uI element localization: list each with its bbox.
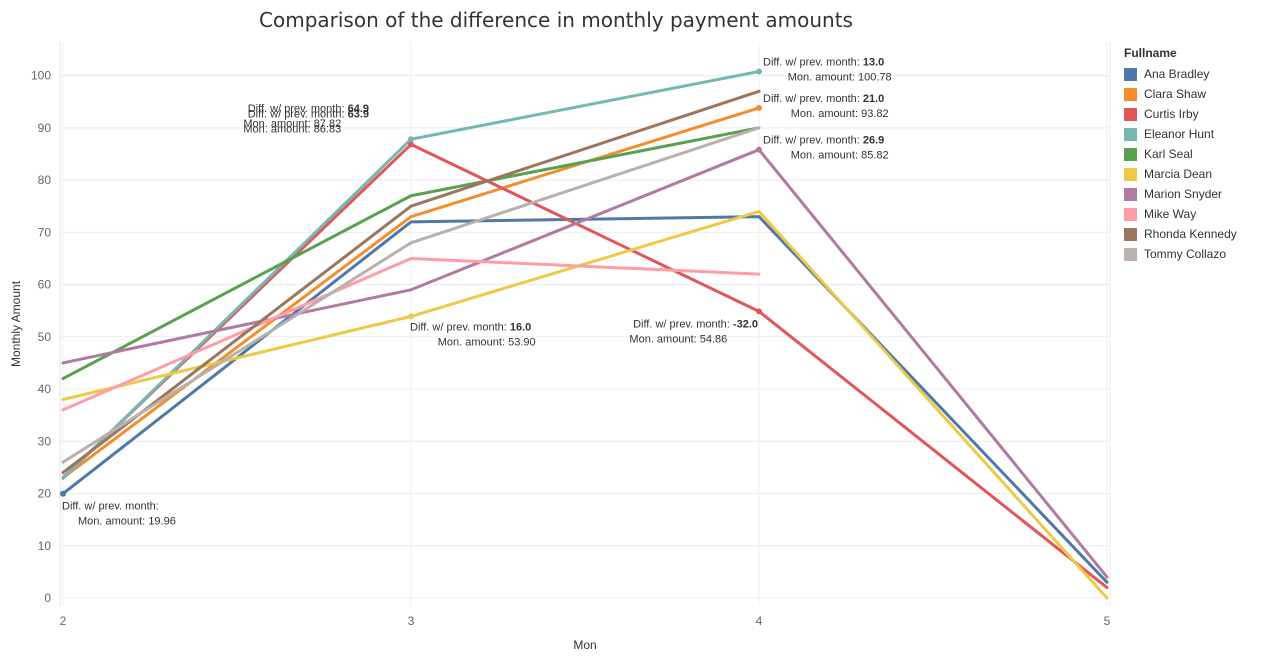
x-tick-label: 2 bbox=[60, 614, 67, 628]
tick-labels: 0 10 20 30 40 50 60 70 80 90 100 2 3 4 5 bbox=[31, 69, 1111, 628]
x-tick-label: 3 bbox=[408, 614, 415, 628]
annotation-diff-value: 64.9 bbox=[348, 103, 369, 115]
annotation-amount: Mon. amount: 86.83 bbox=[243, 123, 341, 135]
series-line-tommy-collazo bbox=[61, 126, 761, 464]
legend-label: Clara Shaw bbox=[1144, 87, 1207, 101]
annotation-marker bbox=[756, 104, 762, 111]
legend: Fullname Ana Bradley Clara Shaw Curtis Irb… bbox=[1124, 46, 1259, 264]
annotation-diff-value: -32.0 bbox=[733, 318, 758, 330]
legend-swatch bbox=[1124, 187, 1137, 201]
y-tick-label: 40 bbox=[38, 382, 52, 396]
line-chart: 0 10 20 30 40 50 60 70 80 90 100 2 3 4 5 Mon Monthly Amo… bbox=[9, 42, 1111, 652]
y-tick-label: 30 bbox=[38, 434, 52, 448]
legend-label: Mike Way bbox=[1144, 207, 1197, 221]
legend-item[interactable]: Marcia Dean bbox=[1124, 164, 1259, 184]
gridlines bbox=[59, 42, 1111, 606]
annotation-marker bbox=[756, 146, 762, 153]
y-tick-label: 20 bbox=[38, 487, 52, 501]
legend-item[interactable]: Karl Seal bbox=[1124, 144, 1259, 164]
legend-label: Rhonda Kennedy bbox=[1144, 227, 1237, 241]
legend-item[interactable]: Rhonda Kennedy bbox=[1124, 224, 1259, 244]
x-tick-label: 4 bbox=[756, 614, 763, 628]
annotation-diff-label: Diff. w/ prev. month: 63.9 bbox=[248, 108, 369, 120]
annotation-diff-value: 16.0 bbox=[510, 321, 531, 333]
legend-swatch bbox=[1124, 247, 1137, 261]
annotation-diff-label: Diff. w/ prev. month: 16.0 bbox=[410, 321, 531, 333]
y-tick-label: 80 bbox=[38, 173, 52, 187]
annotation-amount: Mon. amount: 93.82 bbox=[791, 108, 889, 120]
chart-title: Comparison of the difference in monthly … bbox=[259, 8, 853, 32]
annotation-amount: Mon. amount: 19.96 bbox=[78, 516, 176, 528]
annotation-diff-value: 13.0 bbox=[863, 57, 884, 69]
annotation-marker bbox=[408, 141, 414, 148]
y-tick-label: 90 bbox=[38, 121, 52, 135]
series-line-karl-seal bbox=[61, 126, 761, 381]
x-axis-title: Mon bbox=[573, 638, 596, 652]
annotation-marker bbox=[408, 136, 414, 143]
annotation-marker bbox=[756, 308, 762, 315]
series-line-rhonda-kennedy bbox=[61, 89, 761, 475]
legend-title: Fullname bbox=[1124, 46, 1177, 60]
legend-label: Marcia Dean bbox=[1144, 167, 1213, 181]
annotation-amount: Mon. amount: 87.82 bbox=[243, 118, 341, 130]
annotation-marker bbox=[60, 490, 66, 497]
y-tick-label: 60 bbox=[38, 278, 52, 292]
annotation-diff-label: Diff. w/ prev. month: 13.0 bbox=[763, 57, 884, 69]
annotation-amount: Mon. amount: 85.82 bbox=[791, 150, 889, 162]
series-line-curtis-irby bbox=[61, 142, 1109, 590]
legend-swatch bbox=[1124, 107, 1137, 121]
y-tick-label: 100 bbox=[31, 69, 51, 83]
legend-item[interactable]: Tommy Collazo bbox=[1124, 244, 1259, 264]
x-tick-label: 5 bbox=[1104, 614, 1111, 628]
legend-swatch bbox=[1124, 127, 1137, 141]
series-line-ana-bradley bbox=[61, 215, 1109, 584]
annotation-amount: Mon. amount: 54.86 bbox=[629, 333, 727, 345]
y-tick-label: 10 bbox=[38, 539, 52, 553]
annotation-amount: Mon. amount: 100.78 bbox=[788, 72, 892, 84]
legend-item[interactable]: Eleanor Hunt bbox=[1124, 124, 1259, 144]
legend-label: Tommy Collazo bbox=[1144, 247, 1227, 261]
series-line-mike-way bbox=[61, 256, 761, 412]
legend-label: Curtis Irby bbox=[1144, 107, 1199, 121]
annotation-marker bbox=[408, 313, 414, 320]
legend-label: Marion Snyder bbox=[1144, 187, 1223, 201]
legend-label: Eleanor Hunt bbox=[1144, 127, 1215, 141]
annotation-diff-value: 26.9 bbox=[863, 135, 884, 147]
annotation-diff-label: Diff. w/ prev. month: 26.9 bbox=[763, 135, 884, 147]
annotation-marker bbox=[756, 68, 762, 75]
annotation-diff-label: Diff. w/ prev. month: 64.9 bbox=[248, 103, 369, 115]
y-tick-label: 50 bbox=[38, 330, 52, 344]
legend-swatch bbox=[1124, 227, 1137, 241]
legend-item[interactable]: Marion Snyder bbox=[1124, 184, 1259, 204]
legend-label: Ana Bradley bbox=[1144, 67, 1210, 81]
y-axis-title: Monthly Amount bbox=[9, 280, 23, 367]
annotations: Diff. w/ prev. month: 64.9 Mon. amount: 8… bbox=[60, 57, 892, 528]
legend-item[interactable]: Ana Bradley bbox=[1124, 64, 1259, 84]
legend-swatch bbox=[1124, 67, 1137, 81]
legend-swatch bbox=[1124, 87, 1137, 101]
series-line-marcia-dean bbox=[61, 209, 1109, 600]
legend-item[interactable]: Curtis Irby bbox=[1124, 104, 1259, 124]
legend-swatch bbox=[1124, 167, 1137, 181]
annotation-diff-label: Diff. w/ prev. month: -32.0 bbox=[633, 318, 758, 330]
legend-label: Karl Seal bbox=[1144, 147, 1193, 161]
legend-item[interactable]: Mike Way bbox=[1124, 204, 1259, 224]
legend-items: Ana Bradley Clara Shaw Curtis Irby Eleanor … bbox=[1124, 64, 1259, 264]
annotation-diff-label: Diff. w/ prev. month: 21.0 bbox=[763, 93, 884, 105]
annotation-diff-label: Diff. w/ prev. month: bbox=[62, 501, 159, 513]
legend-swatch bbox=[1124, 207, 1137, 221]
series-lines bbox=[61, 70, 1109, 600]
y-tick-label: 70 bbox=[38, 225, 52, 239]
legend-item[interactable]: Clara Shaw bbox=[1124, 84, 1259, 104]
legend-swatch bbox=[1124, 147, 1137, 161]
annotation-diff-value: 63.9 bbox=[348, 108, 369, 120]
annotation-diff-value: 21.0 bbox=[863, 93, 884, 105]
annotation-amount: Mon. amount: 53.90 bbox=[438, 336, 536, 348]
y-tick-label: 0 bbox=[44, 591, 51, 605]
series-line-marion-snyder bbox=[61, 148, 1109, 579]
